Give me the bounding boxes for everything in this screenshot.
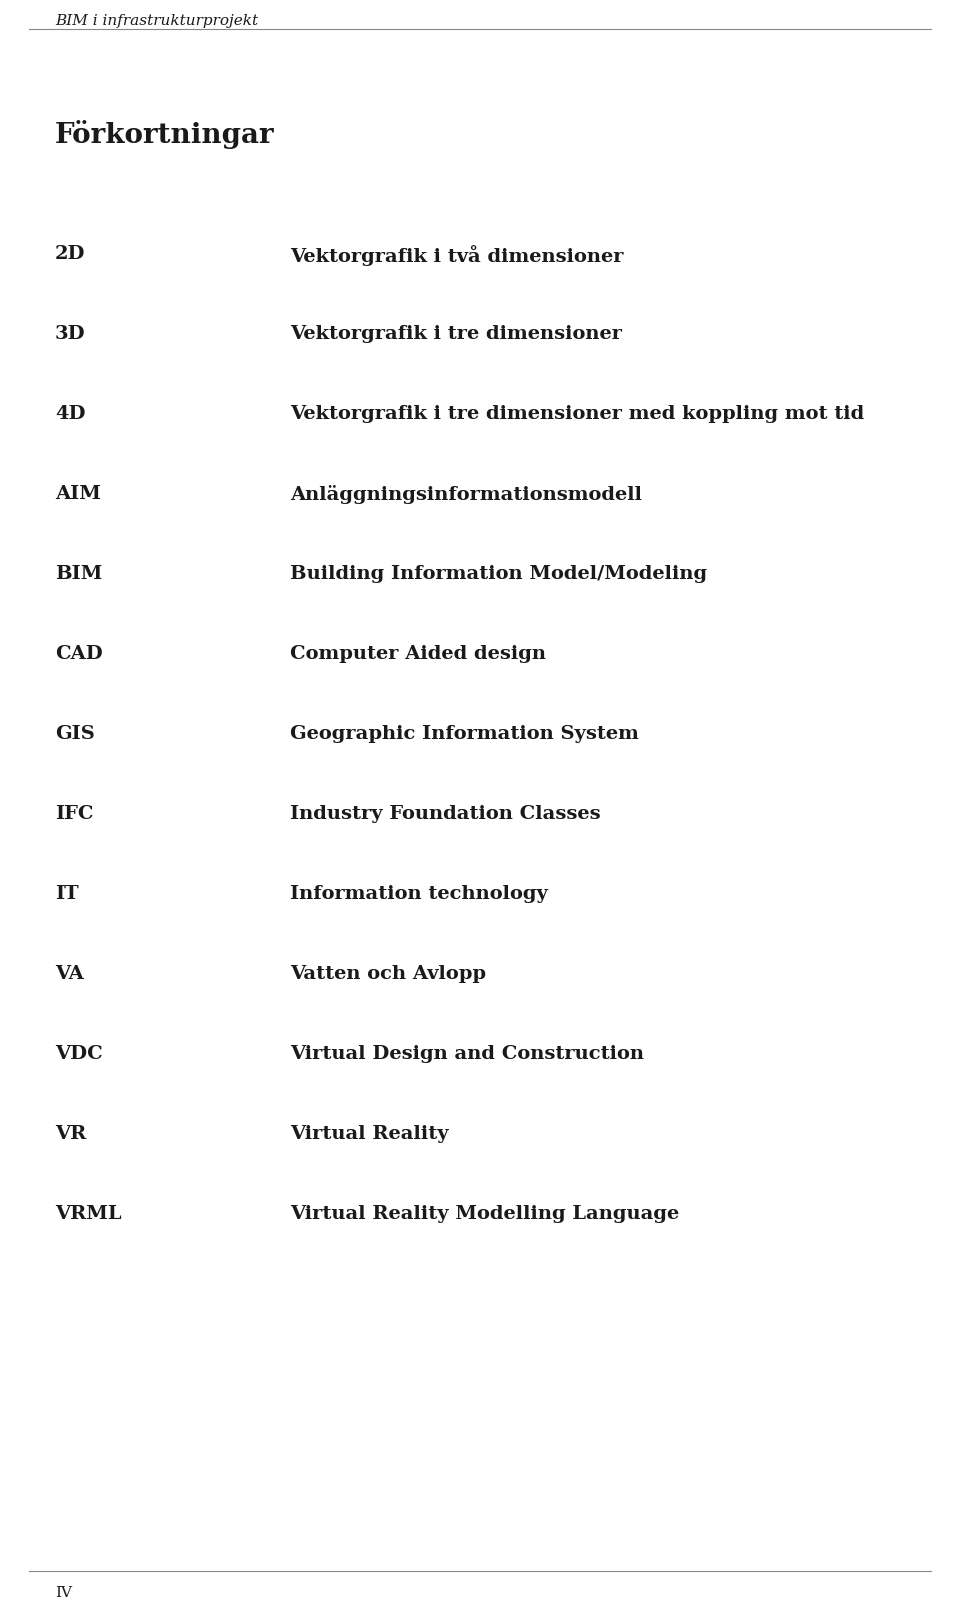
- Text: BIM: BIM: [55, 565, 103, 583]
- Text: IFC: IFC: [55, 804, 93, 822]
- Text: Information technology: Information technology: [290, 884, 548, 902]
- Text: CAD: CAD: [55, 645, 103, 663]
- Text: IV: IV: [55, 1586, 72, 1599]
- Text: GIS: GIS: [55, 724, 95, 743]
- Text: Building Information Model/Modeling: Building Information Model/Modeling: [290, 565, 708, 583]
- Text: Computer Aided design: Computer Aided design: [290, 645, 546, 663]
- Text: 4D: 4D: [55, 404, 85, 422]
- Text: Vatten och Avlopp: Vatten och Avlopp: [290, 965, 486, 982]
- Text: AIM: AIM: [55, 485, 101, 502]
- Text: Geographic Information System: Geographic Information System: [290, 724, 638, 743]
- Text: Anläggningsinformationsmodell: Anläggningsinformationsmodell: [290, 485, 642, 504]
- Text: VDC: VDC: [55, 1045, 103, 1063]
- Text: Virtual Reality: Virtual Reality: [290, 1124, 448, 1143]
- Text: Industry Foundation Classes: Industry Foundation Classes: [290, 804, 601, 822]
- Text: IT: IT: [55, 884, 79, 902]
- Text: VRML: VRML: [55, 1204, 122, 1223]
- Text: 3D: 3D: [55, 324, 85, 343]
- Text: Vektorgrafik i två dimensioner: Vektorgrafik i två dimensioner: [290, 246, 623, 266]
- Text: Förkortningar: Förkortningar: [55, 120, 275, 149]
- Text: 2D: 2D: [55, 246, 85, 263]
- Text: Virtual Reality Modelling Language: Virtual Reality Modelling Language: [290, 1204, 680, 1223]
- Text: BIM i infrastrukturprojekt: BIM i infrastrukturprojekt: [55, 14, 258, 27]
- Text: Vektorgrafik i tre dimensioner: Vektorgrafik i tre dimensioner: [290, 324, 622, 343]
- Text: VA: VA: [55, 965, 84, 982]
- Text: VR: VR: [55, 1124, 86, 1143]
- Text: Virtual Design and Construction: Virtual Design and Construction: [290, 1045, 644, 1063]
- Text: Vektorgrafik i tre dimensioner med koppling mot tid: Vektorgrafik i tre dimensioner med koppl…: [290, 404, 864, 422]
